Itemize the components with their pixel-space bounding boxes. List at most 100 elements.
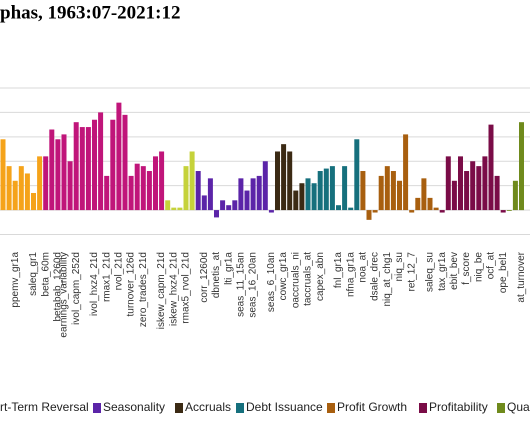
legend-swatch bbox=[327, 403, 335, 413]
x-tick-label: turnover_126d bbox=[126, 252, 137, 317]
bar bbox=[238, 178, 244, 211]
bar bbox=[458, 156, 463, 211]
x-tick-label: seas_16_20an bbox=[248, 252, 259, 318]
x-tick-label: ope_bel1 bbox=[498, 252, 509, 294]
bar bbox=[189, 151, 195, 211]
x-tick-label: rmax1_21d bbox=[101, 252, 112, 302]
bar bbox=[122, 114, 128, 211]
x-tick-label: rvol_21d bbox=[114, 252, 125, 290]
x-tick-label: dsale_drec bbox=[370, 252, 381, 301]
legend-label: Accruals bbox=[185, 400, 231, 414]
bar bbox=[18, 166, 24, 211]
x-tick-label: iskew_capm_21d bbox=[156, 252, 167, 329]
legend-swatch bbox=[93, 403, 101, 413]
bar bbox=[488, 124, 494, 211]
bar bbox=[281, 144, 287, 211]
bar bbox=[293, 190, 299, 211]
bar bbox=[311, 183, 317, 211]
bar bbox=[244, 190, 250, 211]
x-tick-label: earnings_variability bbox=[59, 252, 70, 338]
legend-label: Seasonality bbox=[103, 400, 165, 414]
x-tick-label: ivol_hxz4_21d bbox=[89, 252, 100, 316]
x-tick-label: lti_gr1a bbox=[223, 252, 234, 285]
bar bbox=[470, 161, 476, 211]
bar bbox=[207, 178, 213, 211]
legend-swatch bbox=[175, 403, 183, 413]
bar bbox=[512, 180, 518, 211]
x-tick-label: dbnetis_at bbox=[211, 252, 222, 298]
bar bbox=[445, 156, 451, 211]
bar bbox=[439, 210, 445, 213]
bar bbox=[305, 178, 311, 211]
x-tick-label: tax_gr1a bbox=[437, 252, 448, 291]
bar bbox=[128, 175, 134, 211]
x-tick-label: fnl_gr1a bbox=[333, 252, 344, 289]
bar bbox=[494, 175, 500, 211]
x-tick-label: ocf_at bbox=[486, 252, 497, 279]
bar bbox=[342, 166, 348, 211]
x-tick-label: betabab_1260d bbox=[53, 252, 64, 322]
bar bbox=[427, 197, 433, 211]
bar bbox=[31, 192, 36, 211]
x-tick-label: niq_at_chg1 bbox=[382, 252, 393, 307]
bar bbox=[73, 122, 79, 211]
bar bbox=[146, 171, 152, 211]
bar bbox=[12, 180, 18, 211]
bar bbox=[378, 175, 384, 211]
bar bbox=[348, 207, 354, 211]
legend-swatch bbox=[497, 403, 505, 413]
bar bbox=[317, 171, 323, 211]
x-tick-label: f_score bbox=[461, 252, 472, 285]
x-tick-label: capex_abn bbox=[315, 252, 326, 301]
bar bbox=[159, 151, 165, 211]
bar bbox=[403, 134, 409, 211]
bar bbox=[220, 200, 226, 211]
bar bbox=[79, 127, 85, 211]
bar bbox=[0, 139, 6, 211]
x-tick-label: niq_su bbox=[394, 252, 405, 281]
x-tick-label: ret_12_7 bbox=[406, 252, 417, 292]
x-tick-label: zero_trades_21d bbox=[138, 252, 149, 327]
bar bbox=[214, 210, 219, 218]
bar bbox=[171, 207, 177, 211]
bar bbox=[384, 166, 390, 211]
bar bbox=[153, 156, 158, 211]
bar bbox=[49, 129, 55, 211]
bar bbox=[360, 171, 366, 211]
bar bbox=[165, 200, 171, 211]
bar bbox=[415, 197, 421, 211]
bar bbox=[201, 195, 207, 211]
x-tick-label: rmax5_rvol_21d bbox=[181, 252, 192, 324]
bar bbox=[451, 180, 457, 211]
bar bbox=[195, 171, 201, 211]
bar bbox=[409, 210, 415, 213]
legend-swatch bbox=[419, 403, 427, 413]
x-tick-label: cowc_gr1a bbox=[278, 252, 289, 301]
bar bbox=[134, 163, 140, 211]
bar bbox=[336, 205, 341, 211]
x-tick-label: corr_1260d bbox=[199, 252, 210, 303]
x-tick-label: saleq_gr1 bbox=[28, 252, 39, 296]
bar bbox=[85, 127, 91, 211]
bar bbox=[183, 166, 189, 211]
bar bbox=[476, 166, 482, 211]
bar bbox=[323, 168, 329, 211]
bar bbox=[287, 151, 293, 211]
bar bbox=[98, 112, 104, 211]
x-tick-label: saleq_su bbox=[425, 252, 436, 292]
bar bbox=[421, 178, 427, 211]
x-tick-label: ppemv_gr1a bbox=[10, 252, 21, 308]
bar bbox=[397, 180, 402, 211]
bar bbox=[482, 156, 488, 211]
bar bbox=[140, 166, 146, 211]
legend-label: Qua bbox=[507, 400, 530, 414]
x-tick-label: noa_at bbox=[358, 252, 369, 283]
legend-label: rt-Term Reversal bbox=[0, 400, 89, 414]
x-tick-label: iskew_hxz4_21d bbox=[168, 252, 179, 326]
legend-label: Debt Issuance bbox=[246, 400, 323, 414]
x-tick-label: niq_be bbox=[473, 252, 484, 282]
bar bbox=[506, 210, 512, 211]
bar bbox=[275, 151, 280, 211]
bar bbox=[519, 122, 524, 211]
